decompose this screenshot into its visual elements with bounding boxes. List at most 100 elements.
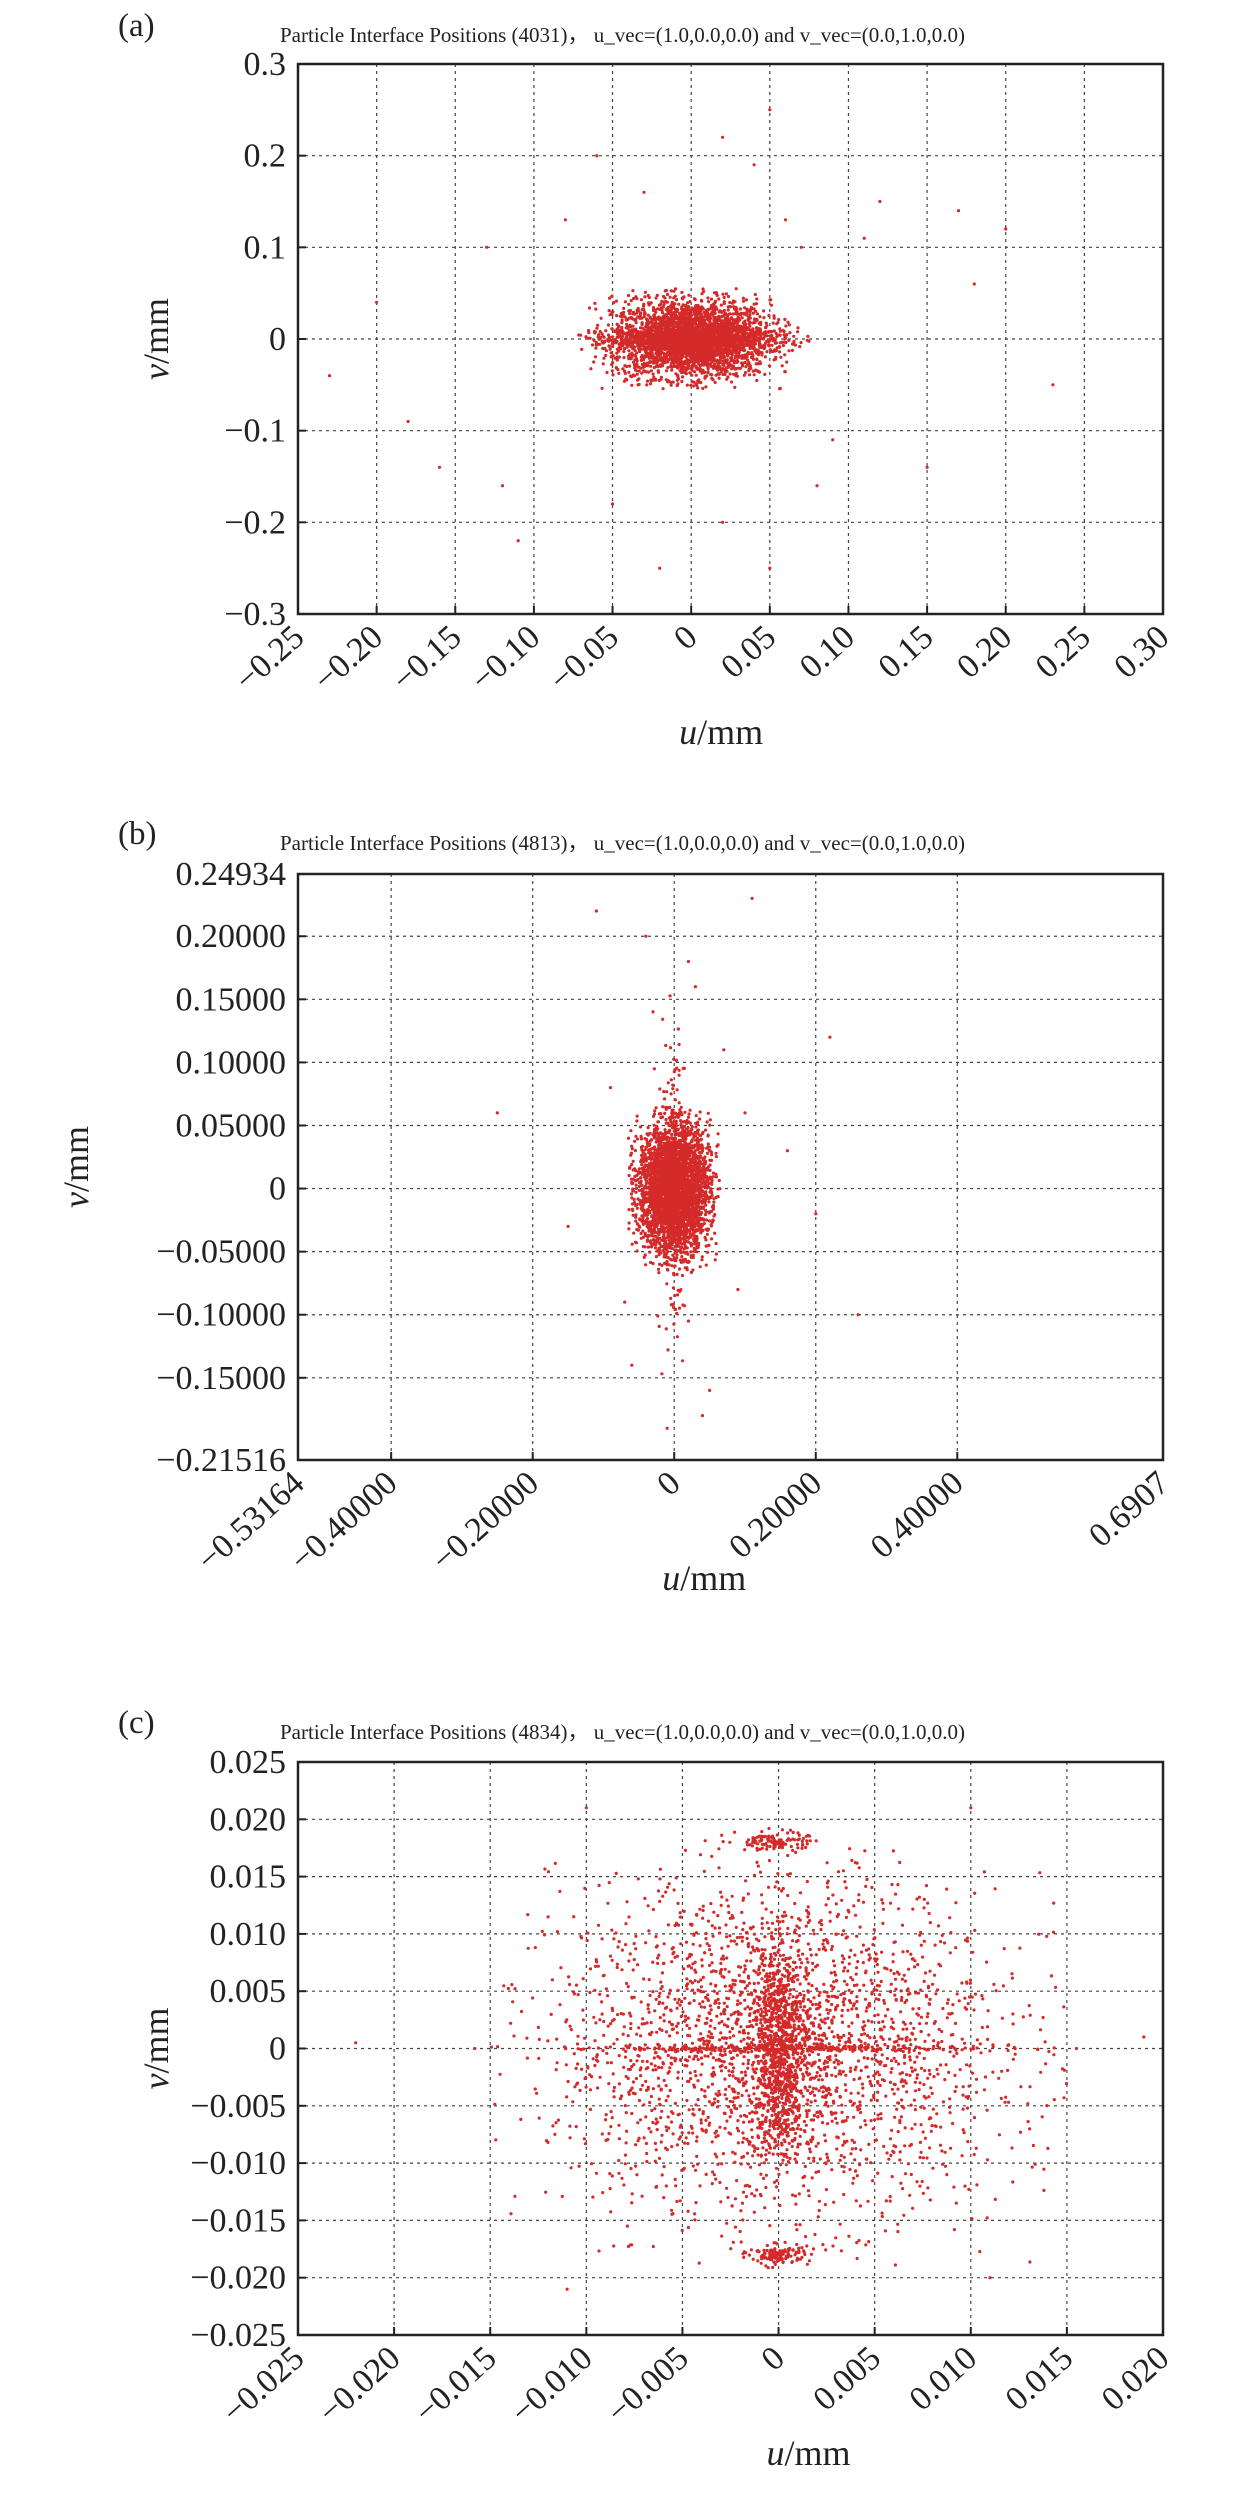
data-point (688, 371, 692, 375)
data-point (685, 338, 689, 342)
data-point (622, 340, 626, 344)
data-point (733, 385, 737, 389)
data-point (713, 343, 717, 347)
data-point (709, 373, 713, 377)
data-point (750, 351, 754, 355)
data-point (655, 355, 659, 359)
data-point (734, 287, 738, 291)
data-point (735, 319, 739, 323)
data-point (640, 371, 644, 375)
data-point (669, 289, 673, 293)
data-point (707, 1219, 712, 1223)
data-point (610, 294, 614, 298)
data-point (709, 330, 713, 334)
data-point (592, 330, 597, 334)
data-point (699, 359, 704, 363)
data-point (672, 356, 676, 361)
data-point (755, 357, 759, 362)
data-point (666, 332, 670, 336)
data-point (633, 358, 637, 362)
data-point (633, 353, 637, 357)
data-point (737, 350, 741, 355)
data-point (772, 337, 776, 341)
data-point (746, 358, 750, 362)
data-point (611, 344, 615, 349)
data-point (594, 307, 598, 311)
data-point (680, 371, 684, 375)
data-point (634, 319, 638, 323)
data-point (787, 338, 791, 342)
data-point (641, 326, 645, 330)
data-point (767, 364, 772, 368)
data-point (635, 1249, 639, 1253)
data-point (654, 296, 658, 300)
data-point (722, 338, 726, 342)
data-point (782, 340, 786, 344)
data-point (644, 340, 648, 344)
data-point (705, 374, 709, 378)
data-point (755, 378, 759, 383)
data-point (746, 309, 750, 313)
data-point (706, 329, 710, 333)
data-point (615, 329, 620, 333)
data-point (736, 340, 741, 344)
data-point (610, 327, 614, 331)
data-point (656, 307, 660, 311)
data-point (716, 353, 720, 357)
data-point (743, 360, 747, 365)
data-point (757, 321, 761, 325)
data-point (722, 341, 726, 345)
data-point (713, 380, 717, 384)
data-point (704, 332, 708, 336)
data-point (650, 335, 654, 339)
data-point (642, 302, 646, 306)
data-point (674, 372, 678, 376)
data-point (662, 332, 666, 336)
data-point (599, 316, 603, 320)
data-point (701, 368, 705, 372)
data-point (375, 300, 379, 304)
data-point (706, 370, 710, 374)
data-point (783, 353, 787, 357)
data-point (604, 329, 608, 333)
data-point (755, 351, 759, 355)
data-point (799, 341, 803, 345)
data-point (710, 303, 714, 308)
data-point (696, 1128, 701, 1132)
data-point (755, 312, 760, 316)
data-point (761, 337, 766, 341)
data-point (694, 343, 698, 347)
data-point (780, 364, 784, 368)
data-point (624, 318, 628, 322)
data-point (630, 355, 634, 359)
data-point (729, 356, 733, 360)
data-point (715, 293, 719, 297)
data-point (766, 338, 770, 342)
data-point (670, 368, 674, 372)
panel-label: (a) (118, 8, 155, 44)
data-point (740, 316, 744, 320)
data-point (717, 347, 722, 351)
data-point (621, 367, 625, 371)
data-point (783, 337, 787, 341)
data-point (775, 346, 779, 350)
data-point (694, 382, 698, 386)
data-point (756, 348, 760, 352)
data-point (770, 343, 774, 347)
data-point (669, 320, 673, 324)
data-point (622, 379, 627, 383)
data-point (654, 348, 658, 352)
data-point (732, 328, 736, 332)
data-point (586, 336, 590, 340)
data-point (689, 326, 693, 330)
data-point (594, 346, 598, 350)
data-point (715, 350, 719, 354)
data-point (677, 322, 681, 326)
data-point (623, 371, 627, 375)
data-point (698, 338, 702, 342)
data-point (709, 297, 714, 301)
data-point (437, 465, 442, 469)
data-point (631, 1213, 635, 1217)
data-point (755, 369, 759, 373)
